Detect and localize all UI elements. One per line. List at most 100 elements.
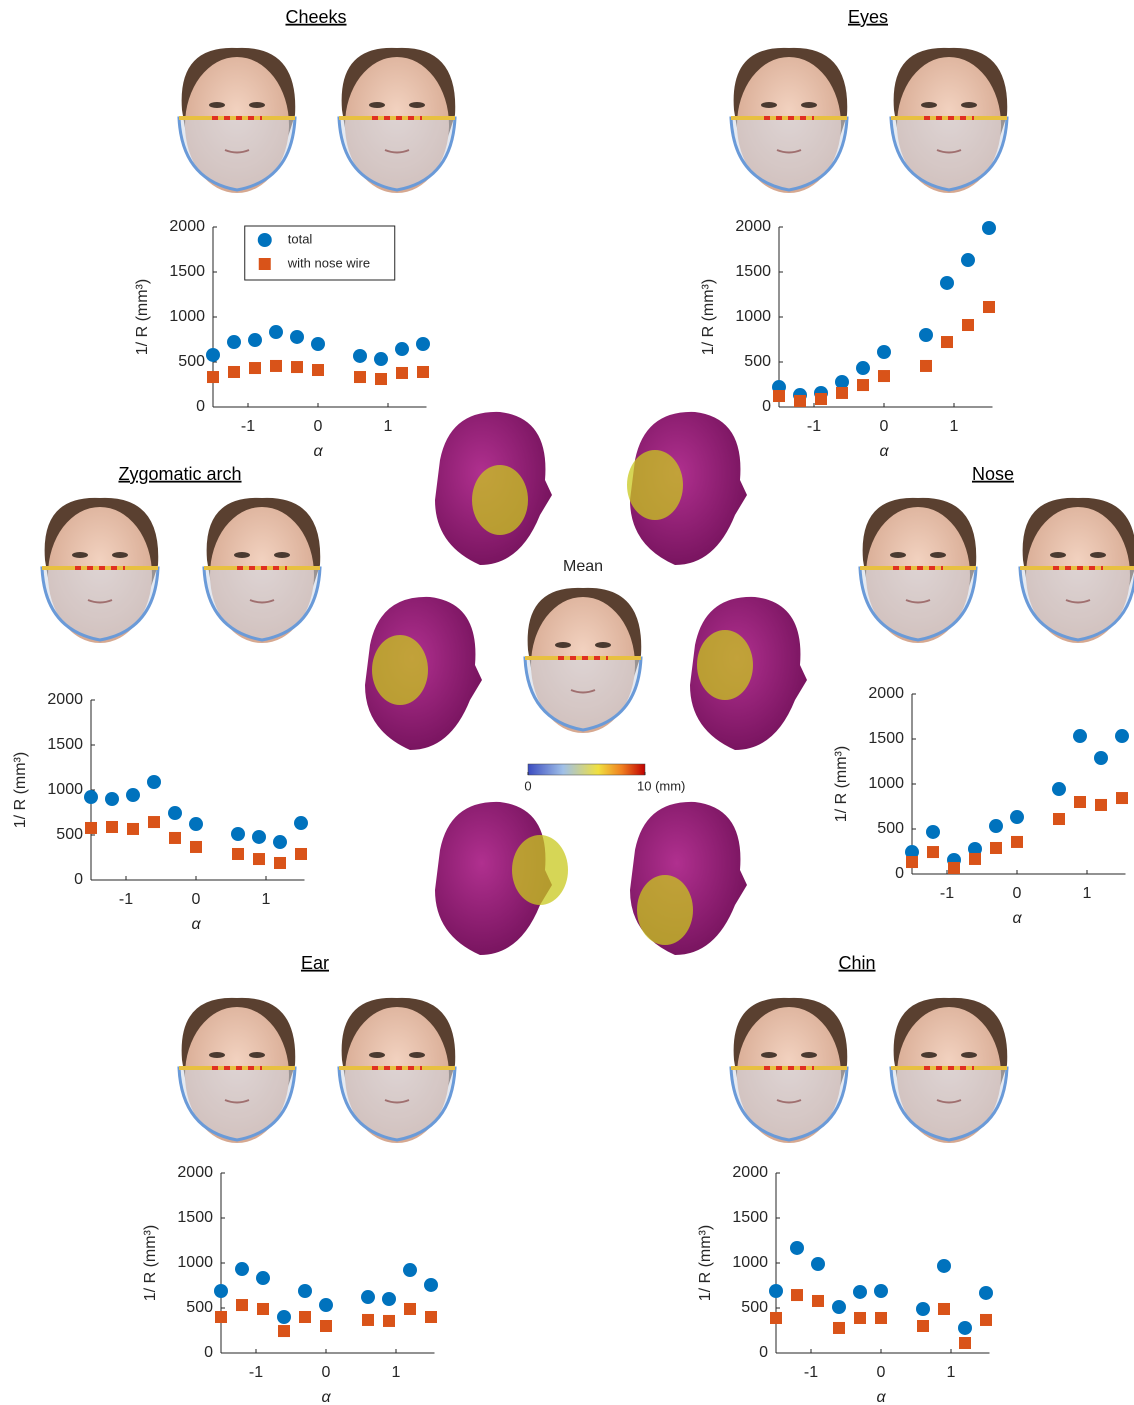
point — [299, 1311, 311, 1323]
point — [252, 830, 266, 844]
point — [362, 1314, 374, 1326]
point — [926, 825, 940, 839]
y-tick-label: 2000 — [732, 1164, 768, 1181]
point — [791, 1289, 803, 1301]
point — [417, 366, 429, 378]
point — [207, 371, 219, 383]
point — [403, 1263, 417, 1277]
point — [969, 853, 981, 865]
x-tick-label: 0 — [314, 418, 323, 435]
deviation — [637, 875, 693, 945]
point — [361, 1290, 375, 1304]
point — [353, 349, 367, 363]
point — [147, 775, 161, 789]
point — [206, 348, 220, 362]
point — [319, 1298, 333, 1312]
point — [269, 325, 283, 339]
point — [937, 1259, 951, 1273]
point — [961, 253, 975, 267]
point — [833, 1322, 845, 1334]
x-tick-label: 0 — [192, 891, 201, 908]
eye — [595, 642, 611, 648]
deviation — [512, 835, 568, 905]
point — [320, 1320, 332, 1332]
point — [416, 337, 430, 351]
point — [396, 367, 408, 379]
point — [835, 375, 849, 389]
x-tick-label: 0 — [322, 1364, 331, 1381]
point — [312, 364, 324, 376]
y-axis-label: 1/ R (mm³) — [697, 1225, 714, 1301]
mask — [339, 1068, 455, 1140]
point — [169, 832, 181, 844]
eye — [112, 552, 128, 558]
eye — [801, 1052, 817, 1058]
point — [920, 360, 932, 372]
y-tick-label: 0 — [895, 865, 904, 882]
mask — [42, 568, 158, 640]
point — [982, 221, 996, 235]
x-tick-label: -1 — [804, 1364, 818, 1381]
point — [375, 373, 387, 385]
eye — [555, 642, 571, 648]
point — [927, 846, 939, 858]
eye — [72, 552, 88, 558]
chart-title: Cheeks — [285, 7, 346, 27]
point — [990, 842, 1002, 854]
y-tick-label: 500 — [877, 820, 904, 837]
point — [906, 856, 918, 868]
point — [773, 390, 785, 402]
point — [917, 1320, 929, 1332]
point — [794, 395, 806, 407]
illustrations — [42, 48, 1134, 1143]
x-tick-label: -1 — [249, 1364, 263, 1381]
x-tick-label: 1 — [392, 1364, 401, 1381]
point — [235, 1262, 249, 1276]
point — [270, 360, 282, 372]
colorbar — [528, 764, 645, 775]
x-axis-label: α — [313, 443, 323, 460]
point — [295, 848, 307, 860]
point — [425, 1311, 437, 1323]
y-tick-label: 500 — [744, 353, 771, 370]
x-tick-label: -1 — [119, 891, 133, 908]
x-tick-label: 0 — [1013, 885, 1022, 902]
point — [274, 857, 286, 869]
point — [228, 366, 240, 378]
point — [948, 862, 960, 874]
legend-marker — [258, 233, 272, 247]
point — [941, 336, 953, 348]
eye — [1050, 552, 1066, 558]
eye — [209, 102, 225, 108]
y-tick-label: 2000 — [868, 685, 904, 702]
point — [790, 1241, 804, 1255]
point — [85, 822, 97, 834]
point — [1116, 792, 1128, 804]
mask — [179, 1068, 295, 1140]
point — [126, 788, 140, 802]
y-tick-label: 500 — [741, 1299, 768, 1316]
point — [979, 1286, 993, 1300]
point — [249, 362, 261, 374]
y-tick-label: 1500 — [868, 730, 904, 747]
point — [769, 1284, 783, 1298]
eye — [209, 1052, 225, 1058]
eye — [369, 102, 385, 108]
deviation — [472, 465, 528, 535]
eye — [921, 102, 937, 108]
point — [294, 816, 308, 830]
y-tick-label: 1000 — [169, 308, 205, 325]
figure: Mean 010 (mm)Cheeks0500100015002000-101α… — [0, 0, 1134, 1405]
y-tick-label: 1500 — [177, 1209, 213, 1226]
y-tick-label: 0 — [74, 871, 83, 888]
chart-title: Chin — [838, 953, 875, 973]
mask — [204, 568, 320, 640]
point — [938, 1303, 950, 1315]
point — [1115, 729, 1129, 743]
x-tick-label: -1 — [241, 418, 255, 435]
point — [940, 276, 954, 290]
x-tick-label: 0 — [877, 1364, 886, 1381]
point — [989, 819, 1003, 833]
eye — [961, 102, 977, 108]
point — [874, 1284, 888, 1298]
